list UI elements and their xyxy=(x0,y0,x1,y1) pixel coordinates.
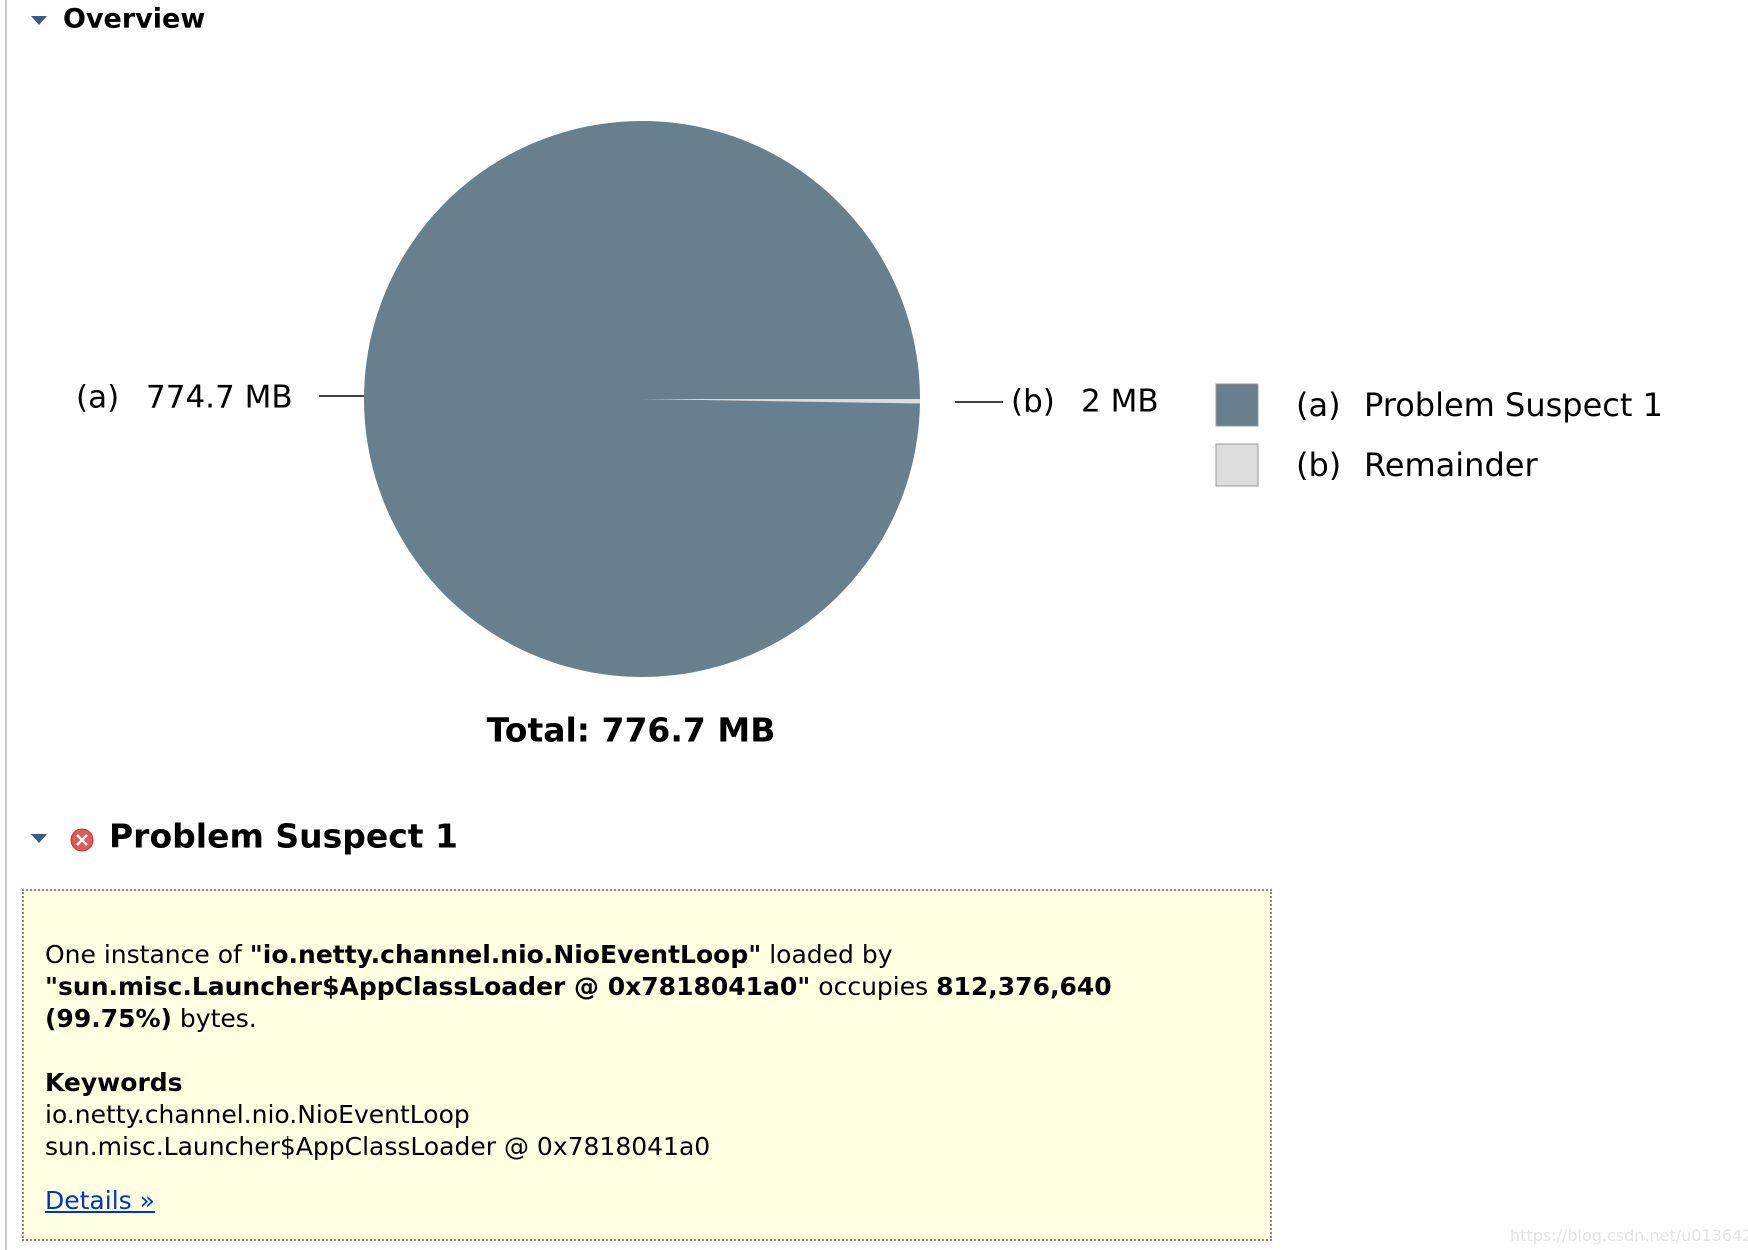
legend-key: (a) xyxy=(1296,386,1341,424)
legend-swatch xyxy=(1215,383,1259,427)
legend-key: (b) xyxy=(1296,446,1341,484)
keywords-title: Keywords xyxy=(45,1068,183,1097)
collapse-toggle[interactable] xyxy=(31,834,47,843)
text: "sun.misc.Launcher$AppClassLoader @ 0x78… xyxy=(45,972,811,1001)
pie-chart: (a) 774.7 MB (b) 2 MB Total: 776.7 MB (a) Prob… xyxy=(76,120,1663,750)
collapse-toggle[interactable] xyxy=(31,16,47,25)
description: One instance of "io.netty.channel.nio.Ni… xyxy=(45,939,1215,1217)
text: "io.netty.channel.nio.NioEventLoop" xyxy=(249,940,762,969)
text: loaded by xyxy=(761,940,893,969)
details-link[interactable]: Details » xyxy=(45,1186,155,1215)
suspect-panel: One instance of "io.netty.channel.nio.Ni… xyxy=(22,889,1272,1241)
legend-label: Remainder xyxy=(1364,446,1538,484)
text: occupies xyxy=(810,972,937,1001)
error-icon-cross xyxy=(76,834,88,846)
text: 812,376,640 (99.75%) xyxy=(45,972,1112,1033)
slice-key: (a) xyxy=(76,380,119,416)
slice-label: 774.7 MB xyxy=(146,380,293,416)
pie-slice xyxy=(364,120,920,677)
slice-label: 2 MB xyxy=(1081,384,1159,420)
text: One instance of xyxy=(45,940,250,969)
watermark: https://blog.csdn.net/u013642886 xyxy=(1510,1226,1748,1245)
pie-slice xyxy=(642,399,920,404)
keyword: sun.misc.Launcher$AppClassLoader @ 0x781… xyxy=(45,1132,711,1161)
legend-label: Problem Suspect 1 xyxy=(1364,386,1663,424)
text: bytes. xyxy=(171,1004,257,1033)
section-title: Problem Suspect 1 xyxy=(109,817,458,856)
legend-swatch xyxy=(1215,443,1259,487)
section-title: Overview xyxy=(63,4,205,35)
slice-key: (b) xyxy=(1011,384,1055,420)
spacer xyxy=(45,1035,1215,1067)
keyword: io.netty.channel.nio.NioEventLoop xyxy=(45,1100,470,1129)
border xyxy=(5,0,7,1250)
total-label: Total: 776.7 MB xyxy=(487,711,776,750)
